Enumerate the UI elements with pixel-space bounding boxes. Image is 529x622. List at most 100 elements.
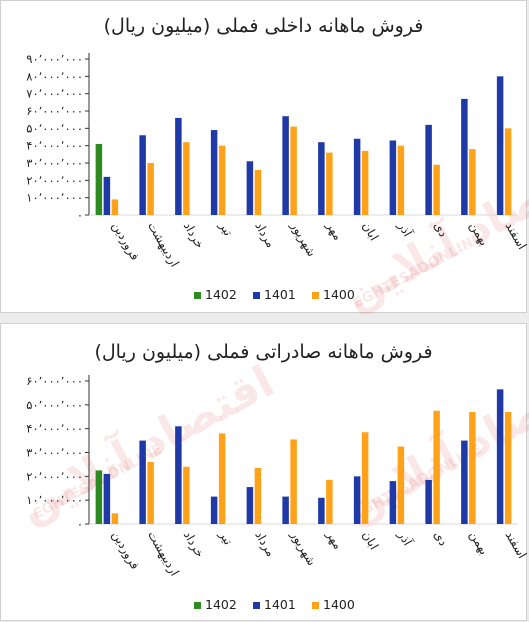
- legend-swatch-1401: [253, 602, 260, 609]
- x-tick-label: مهر: [322, 219, 345, 243]
- bar-1401: [496, 76, 504, 215]
- x-tick-label: ابان: [360, 220, 382, 244]
- x-tick-label: فروردین: [108, 529, 142, 573]
- bar-1400: [111, 199, 119, 215]
- x-tick-label: مرداد: [251, 220, 278, 251]
- bar-1401: [282, 116, 289, 215]
- bar-1400: [326, 479, 333, 524]
- y-tick-label: ۵۰٬۰۰۰٬۰۰۰: [26, 398, 83, 412]
- x-tick-label: خرداد: [180, 220, 207, 252]
- bar-1400: [254, 467, 262, 524]
- bar-1401: [103, 176, 111, 215]
- y-tick-label: ۸۰٬۰۰۰٬۰۰۰: [26, 69, 83, 83]
- bar-1400: [326, 152, 333, 215]
- bar-1401: [461, 440, 468, 524]
- chart-panel-domestic: اقتصاد آنلاین EGHTESADONLINE فروش ماهانه…: [0, 0, 529, 320]
- bar-1400: [433, 410, 440, 524]
- x-tick-label: تیر: [215, 528, 235, 548]
- bar-1400: [504, 128, 512, 215]
- bar-1401: [246, 487, 254, 524]
- y-tick-label: ۶۰٬۰۰۰٬۰۰۰: [26, 374, 83, 388]
- x-tick-label: بهمن: [466, 529, 491, 558]
- legend-swatch-1400: [312, 602, 319, 609]
- bar-1400: [361, 150, 369, 215]
- bar-1401: [139, 440, 146, 524]
- y-tick-label: ۷۰٬۰۰۰٬۰۰۰: [26, 87, 83, 101]
- legend-label-1400: 1400: [323, 597, 355, 612]
- bar-1400: [218, 145, 226, 215]
- bar-1401: [175, 426, 182, 524]
- x-tick-label: آذر: [394, 218, 416, 240]
- bar-1400: [469, 149, 476, 215]
- x-tick-label: دی: [431, 529, 450, 549]
- y-tick-label: ۵۰٬۰۰۰٬۰۰۰: [26, 121, 83, 135]
- y-tick-label: ۲۰٬۰۰۰٬۰۰۰: [26, 469, 83, 483]
- chart-domestic: ۰ ۱۰٬۰۰۰٬۰۰۰ ۲۰٬۰۰۰٬۰۰۰ ۳۰٬۰۰۰٬۰۰۰ ۴۰٬۰۰۰٬۰۰…: [26, 52, 528, 302]
- bar-1400: [504, 411, 512, 524]
- bar-1400: [147, 462, 154, 524]
- x-tick-label: بهمن: [466, 220, 491, 249]
- bar-1400: [183, 142, 190, 215]
- bar-1401: [425, 479, 432, 524]
- x-tick-label: مرداد: [251, 529, 278, 560]
- y-tick-label: ۲۰٬۰۰۰٬۰۰۰: [26, 173, 83, 187]
- y-tick-label: ۳۰٬۰۰۰٬۰۰۰: [26, 446, 83, 460]
- bar-1400: [397, 446, 405, 524]
- x-tick-label: ابان: [360, 529, 382, 553]
- y-tick-label: ۴۰٬۰۰۰٬۰۰۰: [26, 422, 83, 436]
- legend-swatch-1402: [194, 602, 201, 609]
- bar-1401: [210, 496, 218, 524]
- chart-title: فروش ماهانه صادراتی فملی (میلیون ریال): [94, 341, 433, 363]
- x-tick-label: مهر: [322, 528, 345, 552]
- bar-1401: [318, 497, 325, 524]
- bar-1400: [183, 466, 190, 524]
- x-tick-label: فروردین: [108, 220, 142, 264]
- bar-1401: [461, 98, 468, 215]
- x-tick-label: اردیبهشت: [144, 529, 182, 579]
- bar-1400: [397, 145, 405, 215]
- legend-label-1402: 1402: [205, 597, 237, 612]
- bar-1400: [433, 164, 440, 215]
- bar-1401: [425, 124, 432, 215]
- bar-1400: [290, 126, 297, 215]
- y-tick-label: ۱۰٬۰۰۰٬۰۰۰: [26, 493, 83, 507]
- bar-1402: [95, 143, 103, 215]
- chart-panel-export: اقتصاد آنلاین EGHTESADONLINE اقتصاد آنلا…: [0, 323, 529, 621]
- y-tick-label: ۶۰٬۰۰۰٬۰۰۰: [26, 104, 83, 118]
- bar-1401: [210, 130, 218, 215]
- y-tick-label: ۳۰٬۰۰۰٬۰۰۰: [26, 156, 83, 170]
- y-tick-label: ۴۰٬۰۰۰٬۰۰۰: [26, 139, 83, 153]
- bar-1401: [139, 135, 146, 215]
- bar-1401: [318, 142, 325, 215]
- y-tick-label: ۰: [77, 517, 83, 531]
- y-tick-label: ۹۰٬۰۰۰٬۰۰۰: [26, 52, 83, 66]
- legend-label-1401: 1401: [264, 287, 296, 302]
- x-tick-label: آذر: [394, 527, 416, 549]
- bar-1400: [218, 433, 226, 524]
- bar-1400: [147, 163, 154, 215]
- legend-swatch-1401: [253, 292, 260, 299]
- bar-1400: [111, 513, 119, 524]
- bar-1400: [469, 411, 476, 524]
- x-tick-label: خرداد: [180, 529, 207, 561]
- bar-1401: [246, 161, 254, 215]
- x-tick-label: اسفند: [503, 220, 528, 252]
- legend-swatch-1400: [312, 292, 319, 299]
- legend-label-1402: 1402: [205, 287, 237, 302]
- bar-1401: [282, 496, 289, 524]
- x-tick-label: شهریور: [287, 219, 319, 260]
- bar-1401: [496, 389, 504, 524]
- chart-export: ۰ ۱۰٬۰۰۰٬۰۰۰ ۲۰٬۰۰۰٬۰۰۰ ۳۰٬۰۰۰٬۰۰۰ ۴۰٬۰۰۰٬۰۰…: [26, 374, 528, 612]
- legend-label-1401: 1401: [264, 597, 296, 612]
- x-tick-label: تیر: [215, 219, 235, 239]
- bar-1400: [254, 169, 262, 215]
- legend-label-1400: 1400: [323, 287, 355, 302]
- bar-1402: [95, 470, 103, 524]
- x-tick-label: اسفند: [503, 529, 528, 561]
- chart-title: فروش ماهانه داخلی فملی (میلیون ریال): [103, 15, 424, 37]
- bar-1401: [103, 473, 111, 524]
- legend-swatch-1402: [194, 292, 201, 299]
- bar-1401: [353, 476, 361, 524]
- y-tick-label: ۱۰٬۰۰۰٬۰۰۰: [26, 191, 83, 205]
- bar-1400: [361, 432, 369, 524]
